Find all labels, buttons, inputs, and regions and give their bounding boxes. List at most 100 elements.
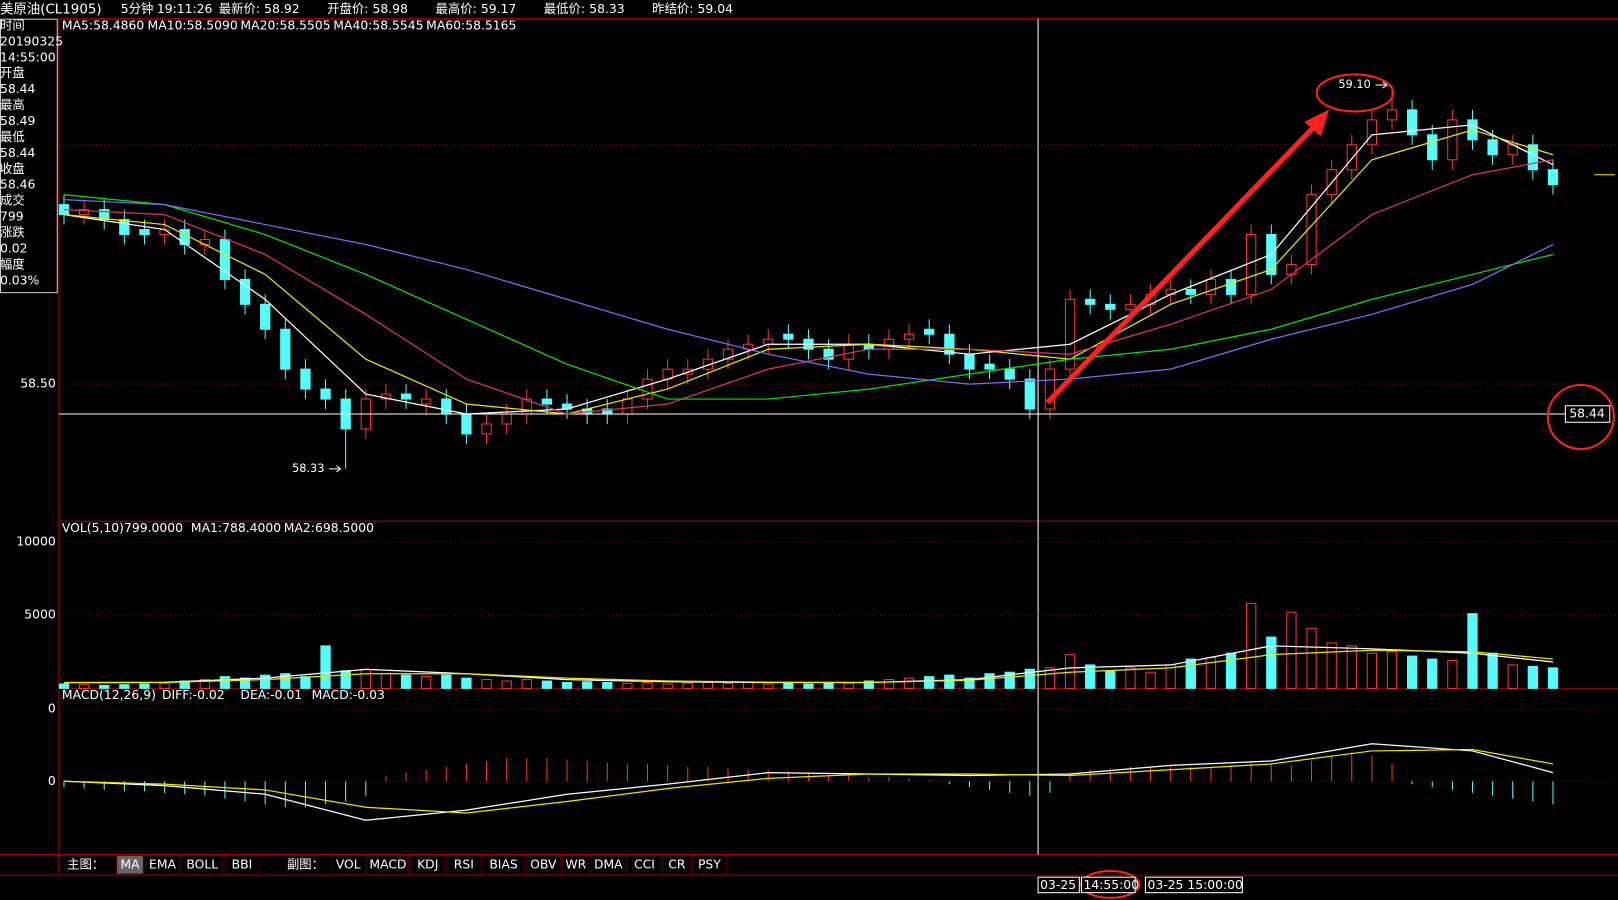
candle-body: [1447, 119, 1458, 161]
toolbar-button[interactable]: [144, 855, 181, 875]
volume-bar: [119, 684, 130, 689]
toolbar-button-label[interactable]: CCI: [634, 857, 655, 871]
legend-entry: MA2:698.5000: [284, 521, 374, 535]
field-label: 最新价:: [219, 1, 260, 16]
volume-bar: [1145, 671, 1156, 689]
toolbar-button-label[interactable]: EMA: [149, 857, 176, 871]
legend-entry: MA10:58.5090: [148, 18, 238, 32]
toolbar-button[interactable]: [561, 855, 590, 875]
toolbar-button[interactable]: [181, 855, 224, 875]
volume-bar: [662, 683, 673, 689]
toolbar-button-label[interactable]: PSY: [698, 857, 721, 871]
info-line: 0.03%: [0, 273, 40, 287]
trend-arrow: [1045, 120, 1321, 405]
volume-bar: [1044, 667, 1056, 689]
toolbar-button-label[interactable]: WR: [565, 857, 586, 871]
time-box: [1080, 876, 1136, 894]
info-line: 开盘: [0, 65, 25, 80]
volume-bar: [1004, 671, 1015, 689]
candle-body: [722, 348, 734, 360]
annotation-arrowhead: [336, 465, 342, 473]
candle-body: [1185, 288, 1196, 295]
field-label: 开盘价:: [327, 1, 368, 16]
time-label: 14:55:00: [1083, 878, 1139, 892]
toolbar-button-label[interactable]: DMA: [594, 857, 623, 871]
toolbar-button-label[interactable]: RSI: [454, 857, 474, 871]
volume-bar: [441, 674, 452, 689]
volume-bar: [501, 680, 512, 689]
volume-bar: [1024, 668, 1035, 689]
toolbar-button-label[interactable]: MA: [120, 857, 140, 871]
volume-bar: [581, 681, 593, 689]
y-tick-label: 0: [48, 702, 56, 716]
toolbar-button[interactable]: [525, 855, 561, 875]
candle-body: [421, 398, 432, 405]
toolbar-button[interactable]: [330, 855, 366, 875]
y-tick-label: 58.50: [20, 377, 56, 391]
volume-bar: [1366, 652, 1378, 689]
toolbar-button-label[interactable]: BIAS: [489, 857, 518, 871]
candle-body: [179, 229, 190, 246]
candle-body: [1547, 169, 1559, 186]
field-label: 最高价:: [435, 1, 476, 16]
toolbar-button[interactable]: [626, 855, 662, 875]
legend-entry: MA20:58.5505: [240, 18, 330, 32]
toolbar-button[interactable]: [590, 855, 626, 875]
candle-body: [1386, 109, 1398, 121]
toolbar-button-label[interactable]: BOLL: [186, 857, 218, 871]
volume-bar: [561, 681, 573, 689]
toolbar-button[interactable]: [691, 855, 727, 875]
toolbar-button[interactable]: [410, 855, 446, 875]
candle-body: [642, 378, 653, 400]
toolbar-button-label[interactable]: OBV: [530, 857, 557, 871]
legend-title: MACD(12,26,9): [62, 688, 156, 702]
info-line: 最高: [0, 97, 25, 112]
toolbar-button[interactable]: [446, 855, 482, 875]
toolbar-button-label[interactable]: KDJ: [417, 857, 438, 871]
candle-body: [883, 338, 895, 350]
trend-arrowhead: [1304, 109, 1330, 137]
annotation: 58.33: [292, 461, 324, 475]
candle-body: [763, 338, 774, 345]
info-line: 幅度: [0, 256, 25, 271]
toolbar-button-label[interactable]: MACD: [369, 857, 406, 871]
annotation-arrowhead: [1382, 81, 1388, 89]
candle-body: [1105, 303, 1116, 310]
field-value: 59.17: [481, 2, 516, 16]
volume-bar: [1105, 670, 1116, 689]
toolbar-label: 主图：: [67, 857, 104, 871]
toolbar-button[interactable]: [662, 855, 691, 875]
legend-entry: DIFF:-0.02: [162, 688, 225, 702]
toolbar-button-label[interactable]: CR: [668, 857, 686, 871]
volume-bar: [300, 676, 311, 689]
candle-body: [300, 368, 311, 390]
candle-body: [219, 239, 231, 280]
candle-body: [461, 413, 472, 435]
legend-title: VOL(5,10)799.0000: [62, 521, 183, 535]
volume-bar: [1326, 642, 1337, 689]
highlight-circle: [1315, 73, 1395, 113]
toolbar-button[interactable]: [224, 855, 260, 875]
volume-bar: [1406, 655, 1418, 689]
toolbar-button[interactable]: [366, 855, 410, 875]
info-line: 58.44: [0, 146, 36, 160]
indicator-line: [63, 194, 1554, 400]
candle-body: [139, 229, 150, 236]
volume-bar: [1246, 602, 1257, 689]
toolbar-button-label[interactable]: BBI: [232, 857, 253, 871]
toolbar-button[interactable]: [482, 855, 525, 875]
volume-bar: [602, 681, 613, 689]
volume-bar: [1125, 667, 1136, 689]
title: 美原油(CL1905): [0, 1, 102, 17]
field-value: 58.33: [589, 2, 624, 16]
volume-bar: [78, 684, 90, 689]
candle-body: [1346, 144, 1357, 171]
toolbar-button[interactable]: [116, 855, 144, 875]
candle-body: [1406, 109, 1418, 136]
candle-body: [964, 353, 975, 370]
legend-entry: MACD:-0.03: [312, 688, 385, 702]
volume-bar: [58, 683, 70, 689]
toolbar-button-label[interactable]: VOL: [336, 857, 361, 871]
info-line: 收盘: [0, 161, 25, 176]
